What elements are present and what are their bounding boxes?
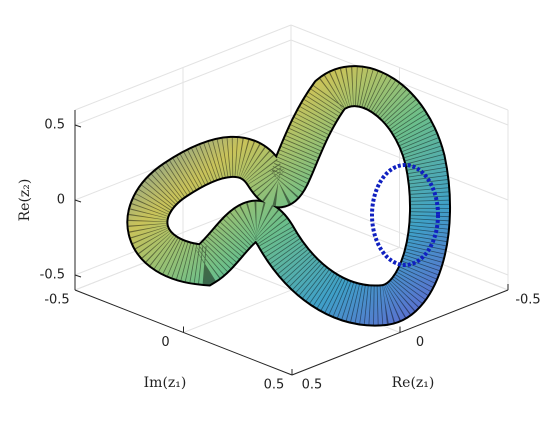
curve — [370, 163, 440, 267]
tick-mark — [74, 274, 82, 278]
x-axis-label: Im(z₁) — [144, 375, 187, 391]
y-tick-label: 0 — [416, 335, 424, 350]
x-tick-label: 0.5 — [264, 378, 285, 393]
z-axis-label: Re(z₂) — [17, 179, 33, 222]
z-tick-label: 0 — [57, 193, 65, 208]
tick-mark — [74, 199, 82, 203]
y-tick-label: -0.5 — [515, 293, 540, 308]
grid-line — [290, 204, 509, 291]
surface-fill — [128, 67, 450, 325]
grid-line — [74, 39, 292, 126]
tick-mark — [74, 124, 82, 128]
x-tick-label: 0 — [161, 335, 169, 350]
y-axis-label: Re(z₁) — [392, 375, 435, 391]
z-tick-label: -0.5 — [40, 268, 65, 283]
x-tick-label: -0.5 — [44, 293, 69, 308]
y-tick-label: 0.5 — [302, 378, 323, 393]
z-tick-label: 0.5 — [44, 118, 65, 133]
axes: -0.5 0 0.5 -0.5 0 0.5 -0.5 0 0.5 — [40, 110, 541, 393]
grid-line — [290, 189, 509, 276]
surface — [126, 65, 452, 327]
